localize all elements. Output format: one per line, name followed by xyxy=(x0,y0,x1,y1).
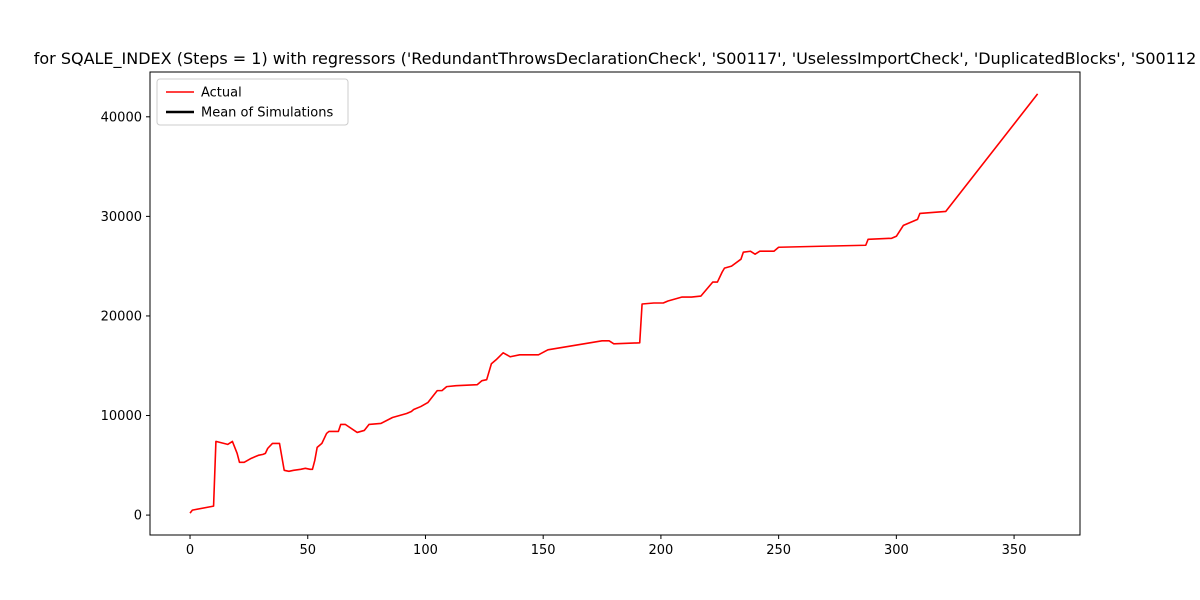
x-tick-label: 0 xyxy=(186,543,194,558)
x-tick-label: 150 xyxy=(531,543,556,558)
y-tick-label: 10000 xyxy=(101,409,142,424)
y-tick-label: 0 xyxy=(134,509,142,524)
x-tick-label: 100 xyxy=(413,543,438,558)
plot-area xyxy=(189,93,1039,514)
legend: Actual Mean of Simulations xyxy=(156,78,349,126)
axes: 0 50 100 150 200 250 300 350 0 10000 20000 30000 400… xyxy=(101,71,1081,558)
x-tick-label: 50 xyxy=(299,543,316,558)
plot-frame xyxy=(149,71,1081,536)
legend-label-1: Mean of Simulations xyxy=(201,106,333,121)
y-tick-label: 30000 xyxy=(101,210,142,225)
x-tick-label: 200 xyxy=(648,543,673,558)
series-line-0 xyxy=(189,93,1039,514)
y-tick-label: 40000 xyxy=(101,110,142,125)
legend-label-0: Actual xyxy=(201,86,242,101)
chart-title: for SQALE_INDEX (Steps = 1) with regress… xyxy=(34,49,1197,69)
x-tick-label: 250 xyxy=(766,543,791,558)
y-tick-label: 20000 xyxy=(101,309,142,324)
x-tick-label: 300 xyxy=(884,543,909,558)
x-tick-label: 350 xyxy=(1002,543,1027,558)
legend-box xyxy=(156,78,349,126)
